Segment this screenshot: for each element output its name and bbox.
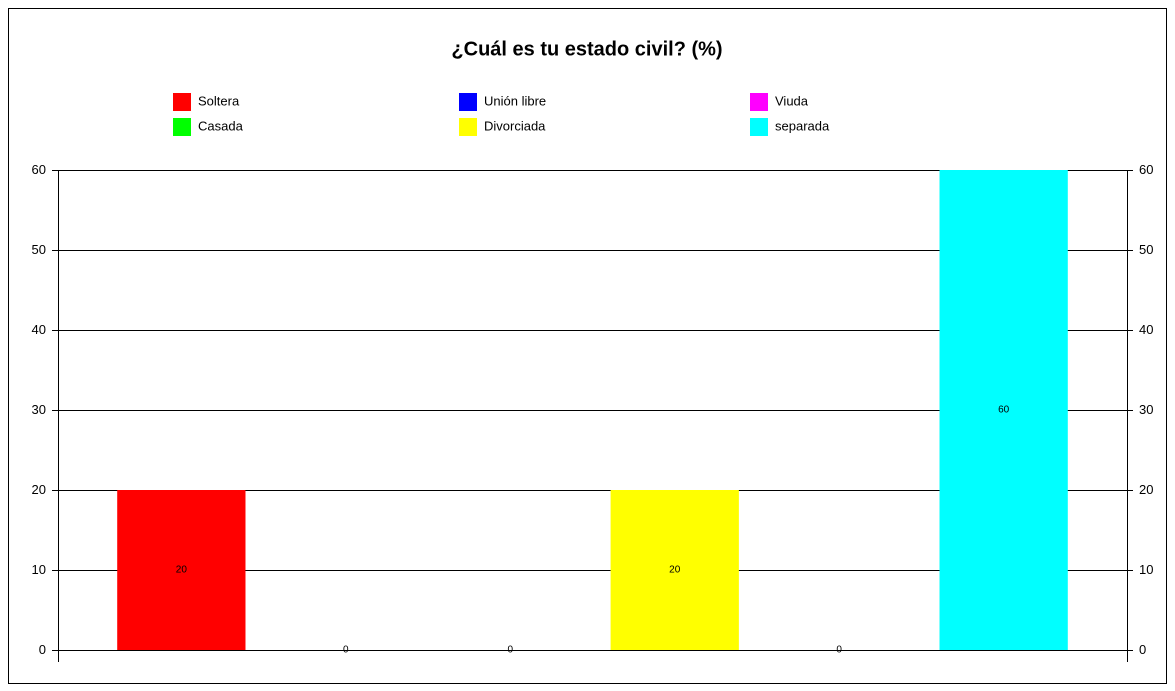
y2-tick-label: 10 — [1139, 562, 1153, 577]
y2-tick-label: 50 — [1139, 242, 1153, 257]
y2-tick-label: 30 — [1139, 402, 1153, 417]
y-tick-label: 10 — [32, 562, 46, 577]
y-tick-label: 40 — [32, 322, 46, 337]
legend-label: Casada — [198, 118, 244, 133]
legend-label: Unión libre — [484, 93, 546, 108]
y2-tick-label: 60 — [1139, 162, 1153, 177]
legend-swatch — [173, 118, 191, 136]
y-tick-label: 30 — [32, 402, 46, 417]
y-tick-label: 60 — [32, 162, 46, 177]
y-tick-label: 20 — [32, 482, 46, 497]
legend-label: separada — [775, 118, 830, 133]
y-tick-label: 0 — [39, 642, 46, 657]
legend-swatch — [459, 93, 477, 111]
legend-swatch — [459, 118, 477, 136]
legend-label: Soltera — [198, 93, 240, 108]
chart-title: ¿Cuál es tu estado civil? (%) — [451, 38, 722, 60]
y-tick-label: 50 — [32, 242, 46, 257]
bar — [939, 170, 1068, 650]
legend-swatch — [173, 93, 191, 111]
data-label: 60 — [998, 405, 1010, 416]
y2-tick-label: 40 — [1139, 322, 1153, 337]
legend-swatch — [750, 93, 768, 111]
y2-tick-label: 0 — [1139, 642, 1146, 657]
bar — [117, 490, 246, 650]
data-label: 20 — [669, 565, 681, 576]
legend-label: Divorciada — [484, 118, 546, 133]
bar — [610, 490, 739, 650]
legend-swatch — [750, 118, 768, 136]
data-label: 20 — [176, 565, 188, 576]
y2-tick-label: 20 — [1139, 482, 1153, 497]
legend-label: Viuda — [775, 93, 809, 108]
